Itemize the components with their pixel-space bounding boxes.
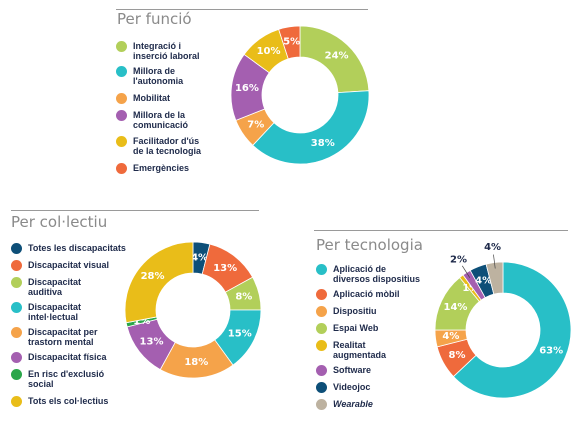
leader-line [461,265,471,278]
title-rule [314,230,568,231]
legend-label: Software [333,365,372,375]
legend-swatch [316,264,327,275]
data-label: 13% [213,263,237,274]
legend-swatch [116,93,127,104]
data-label: 1% [133,316,150,327]
legend-label: Espai Web [333,323,379,333]
legend-label: En risc d'exclusió social [28,369,105,389]
legend-swatch [11,302,22,313]
legend-label: Millora de l'autonomia [133,66,184,86]
legend-swatch [316,340,327,351]
donut-slice-aplicacio-de-diversos-dispositius [452,261,572,399]
data-label: 15% [228,328,252,339]
legend-swatch [11,352,22,363]
legend-swatch [316,365,327,376]
legend-swatch [11,260,22,271]
legend-label: Realitat augmentada [333,340,387,360]
legend-swatch [11,277,22,288]
legend-swatch [116,41,127,52]
legend-label: Discapacitat intel·lectual [28,302,82,322]
data-label: 8% [235,291,252,302]
donut-slice-tots-els-col-lectius [124,241,194,324]
data-label: 18% [184,357,208,368]
data-label: 1% [462,283,479,294]
legend-swatch [316,306,327,317]
legend-label: Aplicació mòbil [333,289,400,299]
legend-swatch [316,382,327,393]
legend-swatch [316,399,327,410]
legend-label: Tots els col·lectius [28,396,109,406]
title-rule [11,210,259,211]
title-rule [116,9,368,10]
data-label: 4% [191,252,208,263]
legend-label: Millora de la comunicació [133,110,189,130]
legend-label: Dispositiu [333,306,377,316]
legend-swatch [316,289,327,300]
data-label: 4% [484,242,501,253]
legend-label: Totes les discapacitats [28,243,126,253]
legend-swatch [116,163,127,174]
data-label: 38% [311,138,335,149]
legend-swatch [11,327,22,338]
legend-label: Facilitador d'ús de la tecnologia [133,136,202,156]
data-label: 13% [140,337,164,348]
legend-swatch [316,323,327,334]
data-label: 10% [257,46,281,57]
data-label: 16% [235,83,259,94]
data-label: 5% [283,37,300,48]
data-label: 28% [141,271,165,282]
legend-swatch [11,396,22,407]
legend-label: Emergències [133,163,190,173]
legend-label: Discapacitat física [28,352,107,362]
data-label: 8% [449,350,466,361]
legend-swatch [116,136,127,147]
legend-label: Discapacitat per trastorn mental [28,327,98,347]
legend-swatch [116,110,127,121]
data-label: 4% [475,276,492,287]
data-label: 14% [444,302,468,313]
legend-label: Wearable [333,399,373,409]
legend-label: Videojoc [333,382,371,392]
data-label: 4% [442,331,459,342]
chart-title: Per col·lectiu [11,213,108,231]
legend-label: Discapacitat visual [28,260,110,270]
chart-title: Per funció [117,10,192,28]
data-label: 7% [247,120,264,131]
legend-swatch [11,243,22,254]
data-label: 63% [539,345,563,356]
legend-label: Mobilitat [133,93,170,103]
chart-title: Per tecnologia [316,236,423,254]
donut-slice-wearable [485,261,504,295]
legend-swatch [11,369,22,380]
legend-swatch [116,66,127,77]
data-label: 24% [325,51,349,62]
donut-slice-emergencies [278,25,301,60]
data-label: 2% [450,254,467,265]
donut-slice-millora-de-l-autonomia [252,90,370,165]
legend-label: Integració i inserció laboral [133,41,200,61]
legend-label: Aplicació de diversos dispositius [333,264,421,284]
leader-line [493,254,496,269]
legend-label: Discapacitat auditiva [28,277,82,297]
